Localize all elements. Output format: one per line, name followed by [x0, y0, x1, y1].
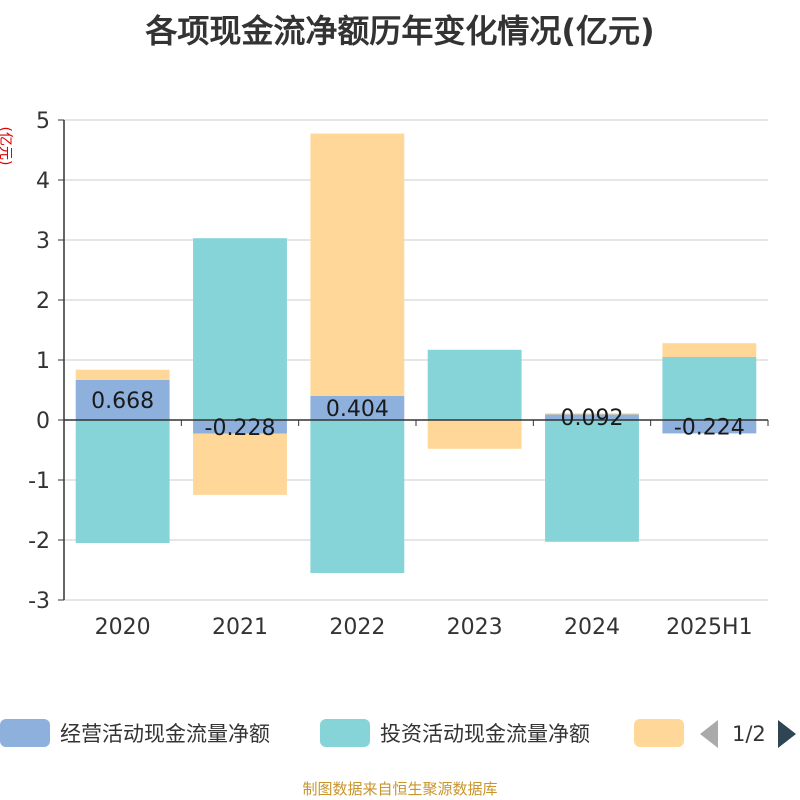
bar-s1-2025H1 [662, 357, 757, 420]
legend-swatch-operating [0, 719, 50, 747]
y-tick-label: 2 [36, 289, 50, 314]
legend-item-third[interactable] [634, 716, 694, 750]
x-tick-label: 2021 [212, 615, 268, 640]
bar-s1-2022 [310, 420, 405, 573]
y-tick-label: 3 [36, 229, 50, 254]
bar-s2-2021 [193, 433, 287, 495]
legend-item-operating[interactable]: 经营活动现金流量净额 [0, 716, 270, 750]
bar-s0-2022 [310, 395, 405, 420]
data-label: 0.092 [561, 406, 624, 431]
y-tick-label: 0 [36, 409, 50, 434]
data-label: -0.228 [205, 416, 276, 441]
bar-s2-2020 [75, 369, 170, 380]
pager-prev-arrow-icon[interactable] [700, 720, 718, 748]
bar-s0-2025H1 [662, 420, 757, 434]
bar-s2-2025H1 [662, 343, 757, 357]
bar-s1-2023 [427, 349, 522, 420]
legend-pager: 1/2 [700, 718, 796, 750]
data-label: 0.668 [91, 389, 154, 414]
y-tick-label: -1 [28, 469, 50, 494]
x-tick-label: 2022 [329, 615, 385, 640]
bar-s1-2020 [75, 420, 170, 543]
y-tick-label: 5 [36, 109, 50, 134]
y-tick-label: 1 [36, 349, 50, 374]
legend-swatch-investing [320, 719, 370, 747]
pager-page-indicator: 1/2 [732, 722, 766, 746]
x-tick-label: 2023 [447, 615, 503, 640]
y-tick-label: -3 [28, 589, 50, 614]
legend-item-investing[interactable]: 投资活动现金流量净额 [320, 716, 590, 750]
bar-s2-2024 [545, 413, 639, 415]
data-label: -0.224 [674, 416, 745, 441]
bar-s2-2023 [427, 420, 522, 449]
y-tick-label: -2 [28, 529, 50, 554]
x-tick-label: 2024 [564, 615, 620, 640]
bar-s0-2020 [75, 379, 170, 420]
x-tick-label: 2025H1 [666, 615, 753, 640]
x-tick-label: 2020 [95, 615, 151, 640]
legend-label-operating: 经营活动现金流量净额 [60, 722, 270, 746]
bar-s0-2021 [193, 420, 287, 434]
y-tick-label: 4 [36, 169, 50, 194]
bar-s1-2021 [193, 238, 287, 420]
chart-title: 各项现金流净额历年变化情况(亿元) [145, 12, 655, 50]
bar-s2-2022 [310, 133, 405, 396]
bar-s1-2024 [545, 420, 639, 542]
y-axis-unit: (亿元) [0, 126, 13, 166]
legend: 经营活动现金流量净额 投资活动现金流量净额 [0, 716, 800, 756]
pager-next-arrow-icon[interactable] [777, 720, 796, 748]
bar-s0-2024 [545, 414, 639, 420]
legend-label-investing: 投资活动现金流量净额 [380, 722, 590, 746]
data-label: 0.404 [326, 397, 389, 422]
source-note: 制图数据来自恒生聚源数据库 [302, 780, 498, 798]
legend-swatch-third [634, 719, 684, 747]
